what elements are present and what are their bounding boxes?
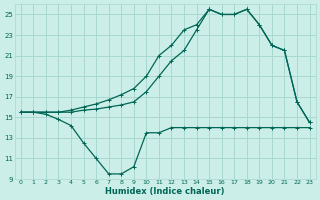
X-axis label: Humidex (Indice chaleur): Humidex (Indice chaleur) [106, 187, 225, 196]
